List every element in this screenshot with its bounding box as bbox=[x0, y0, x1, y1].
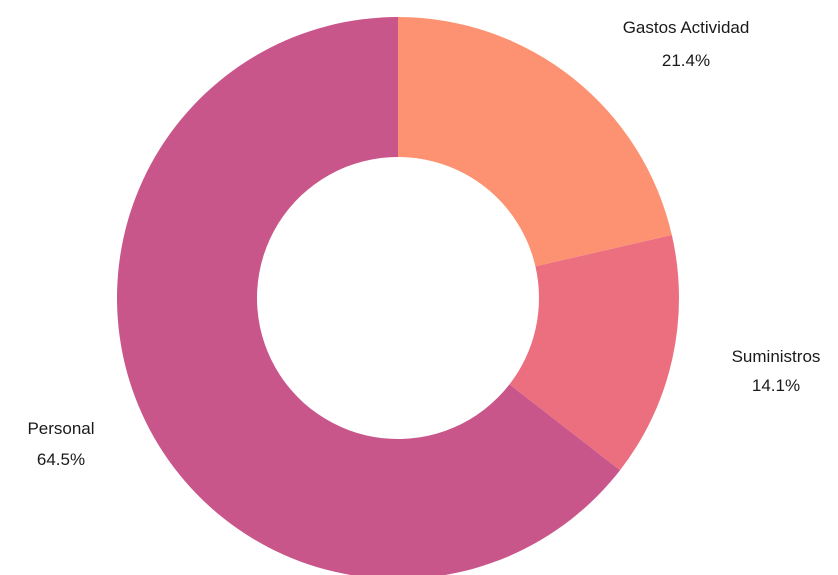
slice-percent-gastos-actividad: 21.4% bbox=[662, 51, 710, 70]
slice-suministros bbox=[509, 234, 680, 471]
slice-label-suministros: Suministros bbox=[732, 347, 821, 366]
labels-group: Gastos Actividad 21.4% Suministros 14.1%… bbox=[27, 18, 820, 469]
slice-label-personal: Personal bbox=[27, 419, 94, 438]
slice-percent-suministros: 14.1% bbox=[752, 376, 800, 395]
slices-group bbox=[117, 17, 680, 575]
slice-personal bbox=[117, 17, 621, 575]
slice-label-gastos-actividad: Gastos Actividad bbox=[623, 18, 750, 37]
slice-gastos-actividad bbox=[398, 17, 672, 267]
slice-percent-personal: 64.5% bbox=[37, 450, 85, 469]
